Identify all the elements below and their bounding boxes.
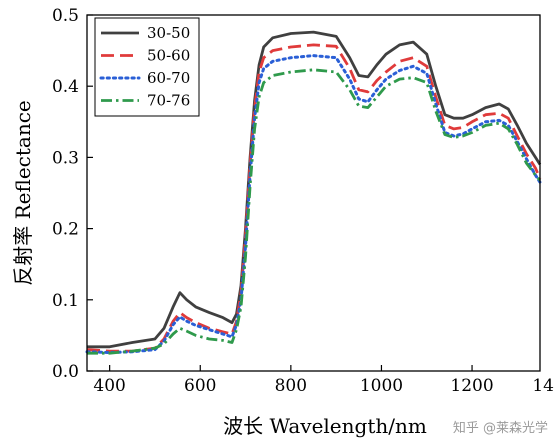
series-line-50-60 — [86, 43, 542, 353]
y-tick-label: 0.1 — [52, 291, 79, 311]
legend: 30-50 50-60 60-70 70-76 — [94, 17, 200, 117]
y-tick-label: 0.5 — [52, 6, 79, 26]
series-line-30-50 — [87, 30, 542, 349]
x-tick-label: 800 — [275, 376, 307, 396]
y-tick-label: 0.2 — [52, 220, 79, 240]
x-tick-label: 1400 — [532, 376, 554, 396]
y-axis-title: 反射率 Reflectance — [11, 100, 35, 286]
x-tick-label: 400 — [93, 376, 125, 396]
x-tick-label: 1200 — [450, 376, 493, 396]
legend-label-60-70: 60-70 — [147, 69, 190, 87]
axes: 400 600 800 1000 1200 1400 0.0 0.1 0.2 0.3 0.4 0.5 — [52, 6, 554, 396]
legend-label-50-60: 50-60 — [147, 47, 190, 65]
legend-label-30-50: 30-50 — [147, 24, 190, 42]
plot-frame — [86, 14, 541, 372]
series-line-60-70 — [85, 54, 542, 354]
y-tick-label: 0.3 — [52, 148, 79, 168]
x-tick-label: 600 — [184, 376, 216, 396]
x-axis-title: 波长 Wavelength/nm — [223, 414, 427, 438]
series-line-70-76 — [87, 68, 542, 355]
x-tick-label: 1000 — [360, 376, 403, 396]
plot-lines — [85, 30, 542, 355]
y-tick-label: 0.4 — [52, 77, 79, 97]
legend-label-70-76: 70-76 — [147, 92, 190, 110]
y-tick-label: 0.0 — [52, 362, 79, 382]
watermark: 知乎 @莱森光学 — [453, 420, 548, 436]
